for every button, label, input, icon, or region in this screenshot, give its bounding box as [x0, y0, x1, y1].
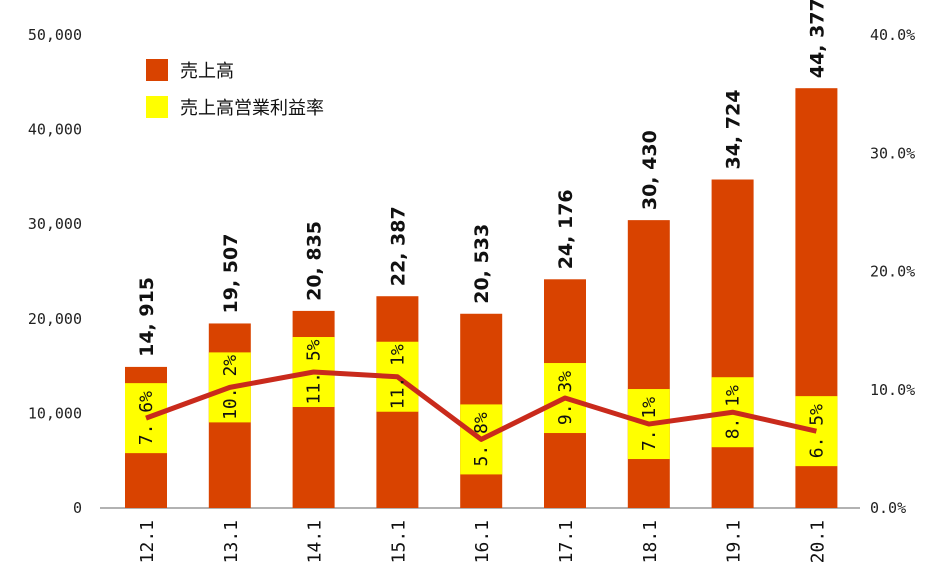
rate-value-label: 11. 1% — [387, 344, 408, 409]
x-category-label: 15.1 — [388, 520, 409, 563]
y-right-tick-label: 0.0% — [870, 499, 906, 517]
rate-value-label: 8. 1% — [723, 385, 744, 439]
bar-value-label: 24, 176 — [555, 189, 577, 269]
x-category-label: 12.1 — [137, 520, 158, 563]
bar — [711, 179, 754, 508]
rate-value-label: 10. 2% — [220, 355, 241, 420]
legend-label-sales: 売上高 — [180, 61, 234, 82]
y-right-tick-label: 10.0% — [870, 381, 915, 399]
y-left-tick-label: 40,000 — [28, 121, 82, 139]
x-axis-categories: 12.1 13.1 14.1 15.1 16.1 17.1 18.1 19.1 20.1 — [137, 520, 828, 563]
bar-value-label: 20, 533 — [471, 224, 493, 304]
bar-value-label: 20, 835 — [304, 221, 326, 301]
bar-value-label: 19, 507 — [220, 234, 242, 314]
rate-value-label: 11. 5% — [304, 339, 325, 404]
x-category-label: 20.1 — [807, 520, 828, 563]
x-category-label: 17.1 — [556, 520, 577, 563]
rate-value-label: 6. 5% — [806, 404, 827, 458]
rate-value-label: 9. 3% — [555, 371, 576, 425]
bar-value-label: 22, 387 — [387, 206, 409, 286]
y-left-tick-label: 50,000 — [28, 26, 82, 44]
bar-value-label: 34, 724 — [723, 90, 745, 170]
bar-value-label: 30, 430 — [639, 130, 661, 210]
x-category-label: 14.1 — [305, 520, 326, 563]
y-left-tick-label: 0 — [73, 499, 82, 517]
x-category-label: 19.1 — [724, 520, 745, 563]
y-axis-right: 0.0% 10.0% 20.0% 30.0% 40.0% — [870, 26, 915, 517]
y-left-tick-label: 10,000 — [28, 404, 82, 422]
bar — [627, 220, 670, 508]
rate-value-label: 5. 8% — [471, 412, 492, 466]
y-right-tick-label: 40.0% — [870, 26, 915, 44]
y-right-tick-label: 30.0% — [870, 144, 915, 162]
legend-swatch-sales — [146, 59, 168, 81]
bar-value-label: 44, 377 — [806, 0, 828, 78]
x-category-label: 18.1 — [640, 520, 661, 563]
x-category-label: 13.1 — [221, 520, 242, 563]
y-left-tick-label: 20,000 — [28, 310, 82, 328]
y-left-tick-label: 30,000 — [28, 215, 82, 233]
x-category-label: 16.1 — [472, 520, 493, 563]
legend: 売上高 売上高営業利益率 — [146, 59, 324, 119]
legend-label-rate: 売上高営業利益率 — [180, 98, 324, 119]
bar-value-label: 14, 915 — [136, 277, 158, 357]
y-axis-left: 0 10,000 20,000 30,000 40,000 50,000 — [28, 26, 82, 517]
bar-labels: 14, 915 19, 507 20, 835 22, 387 20, 533 24, 1… — [136, 0, 828, 357]
rate-value-label: 7. 6% — [136, 391, 157, 445]
y-right-tick-label: 20.0% — [870, 263, 915, 281]
legend-swatch-rate — [146, 96, 168, 118]
rate-line — [145, 369, 817, 442]
rate-value-label: 7. 1% — [639, 397, 660, 451]
rate-labels: 7. 6% 10. 2% 11. 5% 11. 1% 5. 8% 9. 3% 7. 1% 8.… — [136, 339, 827, 466]
